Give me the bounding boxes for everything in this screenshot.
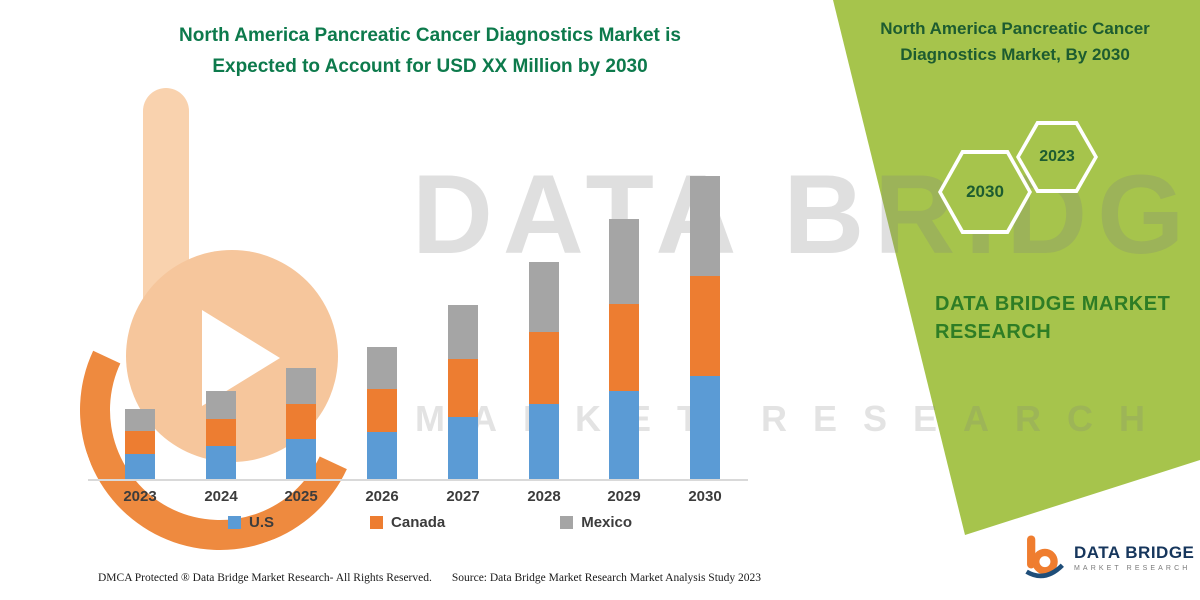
data-bridge-logo-text: DATA BRIDGE MARKET RESEARCH: [1074, 543, 1194, 572]
x-axis-label-2027: 2027: [446, 488, 480, 505]
panel-brand-text: DATA BRIDGE MARKET RESEARCH: [935, 290, 1170, 346]
bar-segment-2026-Mexico: [367, 347, 397, 389]
panel-heading-line1: North America Pancreatic Cancer: [880, 19, 1150, 38]
data-bridge-b-icon: [1025, 535, 1064, 579]
legend-label-U.S: U.S: [249, 514, 275, 531]
left-b-logo-swoosh: [40, 230, 400, 590]
left-b-logo-play-icon: [202, 310, 280, 406]
hexagon-2030: 2030: [938, 150, 1032, 234]
chart-title-line1: North America Pancreatic Cancer Diagnost…: [179, 25, 681, 46]
legend: U.S Canada Mexico: [228, 514, 632, 531]
legend-label-Mexico: Mexico: [581, 514, 633, 531]
bar-segment-2027-Mexico: [448, 305, 478, 359]
legend-label-Canada: Canada: [391, 514, 446, 531]
legend-item-Canada: Canada: [370, 514, 445, 531]
panel-brand-line1: DATA BRIDGE MARKET: [935, 293, 1171, 315]
bar-group-2026: 2026: [365, 347, 399, 505]
bar-segment-2030-Canada: [690, 276, 720, 376]
bar-group-2027: 2027: [446, 305, 480, 505]
watermark-market-research: MARKET RESEARCH: [415, 398, 1172, 439]
legend-swatch-Mexico: [560, 516, 574, 529]
hexagon-2023: 2023: [1016, 121, 1098, 193]
legend-swatch-U.S: [228, 516, 241, 529]
x-axis-line: [88, 479, 748, 481]
bar-segment-2028-Canada: [529, 332, 559, 404]
x-axis-label-2028: 2028: [527, 488, 561, 505]
panel-heading-line2: Diagnostics Market, By 2030: [900, 44, 1130, 64]
panel-brand-line2: RESEARCH: [935, 321, 1052, 343]
bar-group-2028: 2028: [527, 262, 561, 505]
data-bridge-logo: DATA BRIDGE MARKET RESEARCH: [1022, 534, 1194, 580]
legend-item-Mexico: Mexico: [560, 514, 632, 531]
footer-dmca-text: DMCA Protected ® Data Bridge Market Rese…: [98, 572, 432, 584]
bar-segment-2026-Canada: [367, 389, 397, 432]
x-axis-label-2030: 2030: [688, 488, 722, 505]
x-axis-label-2026: 2026: [365, 488, 399, 505]
data-bridge-logo-name: DATA BRIDGE: [1074, 542, 1195, 562]
legend-item-U.S: U.S: [228, 514, 274, 531]
data-bridge-logo-subtitle: MARKET RESEARCH: [1074, 564, 1191, 572]
x-axis-label-2029: 2029: [607, 488, 641, 505]
chart-title-line2: Expected to Account for USD XX Million b…: [212, 56, 648, 78]
bar-segment-2026-U.S: [367, 432, 397, 479]
hexagon-2023-value: 2023: [1020, 125, 1094, 189]
legend-swatch-Canada: [370, 516, 384, 529]
footer: DMCA Protected ® Data Bridge Market Rese…: [98, 572, 761, 584]
bar-segment-2029-Canada: [609, 304, 639, 391]
footer-source-text: Source: Data Bridge Market Research Mark…: [451, 572, 762, 584]
chart-title: North America Pancreatic Cancer Diagnost…: [100, 20, 760, 83]
panel-heading: North America Pancreatic Cancer Diagnost…: [845, 16, 1185, 67]
